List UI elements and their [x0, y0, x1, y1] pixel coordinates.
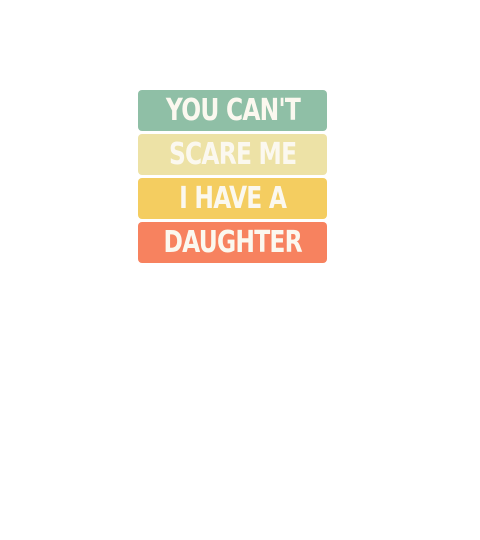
text-band: SCARE ME — [138, 134, 327, 175]
text-band: I HAVE A — [138, 178, 327, 219]
band-text: SCARE ME — [168, 137, 297, 172]
band-text: I HAVE A — [178, 181, 287, 216]
band-text: YOU CAN'T — [165, 93, 300, 128]
text-band: YOU CAN'T — [138, 90, 327, 131]
text-band: DAUGHTER — [138, 222, 327, 263]
band-text: DAUGHTER — [163, 225, 302, 260]
text-stack: YOU CAN'T SCARE ME I HAVE A DAUGHTER — [138, 90, 327, 266]
